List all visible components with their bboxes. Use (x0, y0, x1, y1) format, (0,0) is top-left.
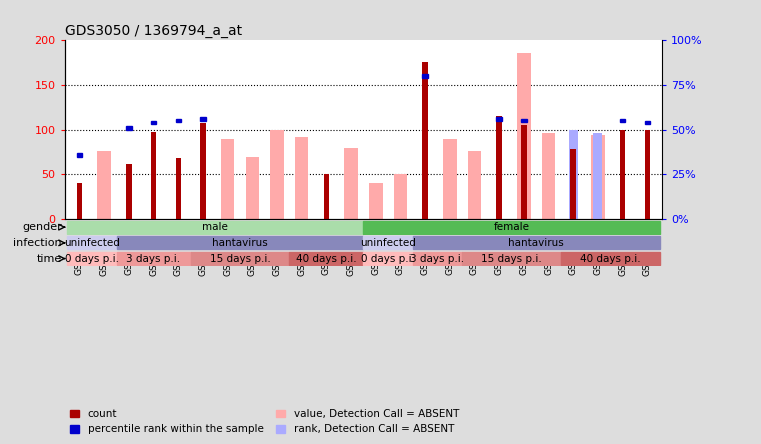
Text: 3 days p.i.: 3 days p.i. (126, 254, 180, 264)
Text: 40 days p.i.: 40 days p.i. (580, 254, 641, 264)
Text: 15 days p.i.: 15 days p.i. (481, 254, 542, 264)
Text: uninfected: uninfected (360, 238, 416, 248)
Text: 15 days p.i.: 15 days p.i. (209, 254, 270, 264)
Bar (295, 137, 308, 219)
Bar (568, 130, 578, 219)
Bar (176, 119, 181, 123)
Bar (270, 130, 284, 219)
Text: 0 days p.i.: 0 days p.i. (65, 254, 119, 264)
Bar (369, 183, 383, 219)
Bar (190, 252, 289, 265)
Bar (67, 236, 116, 250)
Bar (517, 52, 530, 219)
Bar (344, 147, 358, 219)
Text: infection: infection (13, 238, 62, 248)
Bar (323, 174, 329, 219)
Bar (363, 236, 412, 250)
Bar (462, 252, 561, 265)
Bar (591, 135, 605, 219)
Bar (246, 157, 259, 219)
Text: time: time (37, 254, 62, 264)
Bar (521, 125, 527, 219)
Bar (443, 139, 457, 219)
Bar (126, 126, 132, 130)
Bar (151, 132, 156, 219)
Text: gender: gender (22, 222, 62, 232)
Bar (77, 153, 82, 157)
Text: 0 days p.i.: 0 days p.i. (361, 254, 415, 264)
Bar (496, 116, 501, 219)
Text: hantavirus: hantavirus (212, 238, 268, 248)
Bar (67, 252, 116, 265)
Text: uninfected: uninfected (64, 238, 119, 248)
Bar (412, 252, 462, 265)
Bar (363, 221, 660, 234)
Bar (200, 123, 205, 219)
Bar (116, 236, 363, 250)
Legend: count, percentile rank within the sample, value, Detection Call = ABSENT, rank, : count, percentile rank within the sample… (70, 409, 459, 434)
Text: hantavirus: hantavirus (508, 238, 564, 248)
Text: female: female (493, 222, 530, 232)
Bar (221, 139, 234, 219)
Bar (594, 133, 602, 219)
Bar (645, 130, 650, 219)
Bar (151, 121, 156, 124)
Bar (126, 164, 132, 219)
Bar (176, 159, 181, 219)
Bar (468, 151, 481, 219)
Text: 3 days p.i.: 3 days p.i. (410, 254, 464, 264)
Bar (77, 183, 82, 219)
Bar (422, 74, 428, 78)
Bar (496, 117, 501, 121)
Bar (67, 221, 363, 234)
Bar (200, 117, 205, 121)
Bar (620, 119, 626, 123)
Bar (561, 252, 660, 265)
Bar (363, 252, 412, 265)
Bar (571, 149, 576, 219)
Bar (645, 121, 650, 124)
Bar (393, 174, 407, 219)
Bar (289, 252, 363, 265)
Bar (412, 236, 660, 250)
Bar (422, 62, 428, 219)
Bar (521, 119, 527, 123)
Bar (542, 133, 556, 219)
Bar (620, 130, 626, 219)
Text: GDS3050 / 1369794_a_at: GDS3050 / 1369794_a_at (65, 24, 242, 38)
Bar (116, 252, 190, 265)
Text: 40 days p.i.: 40 days p.i. (296, 254, 357, 264)
Bar (97, 151, 111, 219)
Text: male: male (202, 222, 228, 232)
